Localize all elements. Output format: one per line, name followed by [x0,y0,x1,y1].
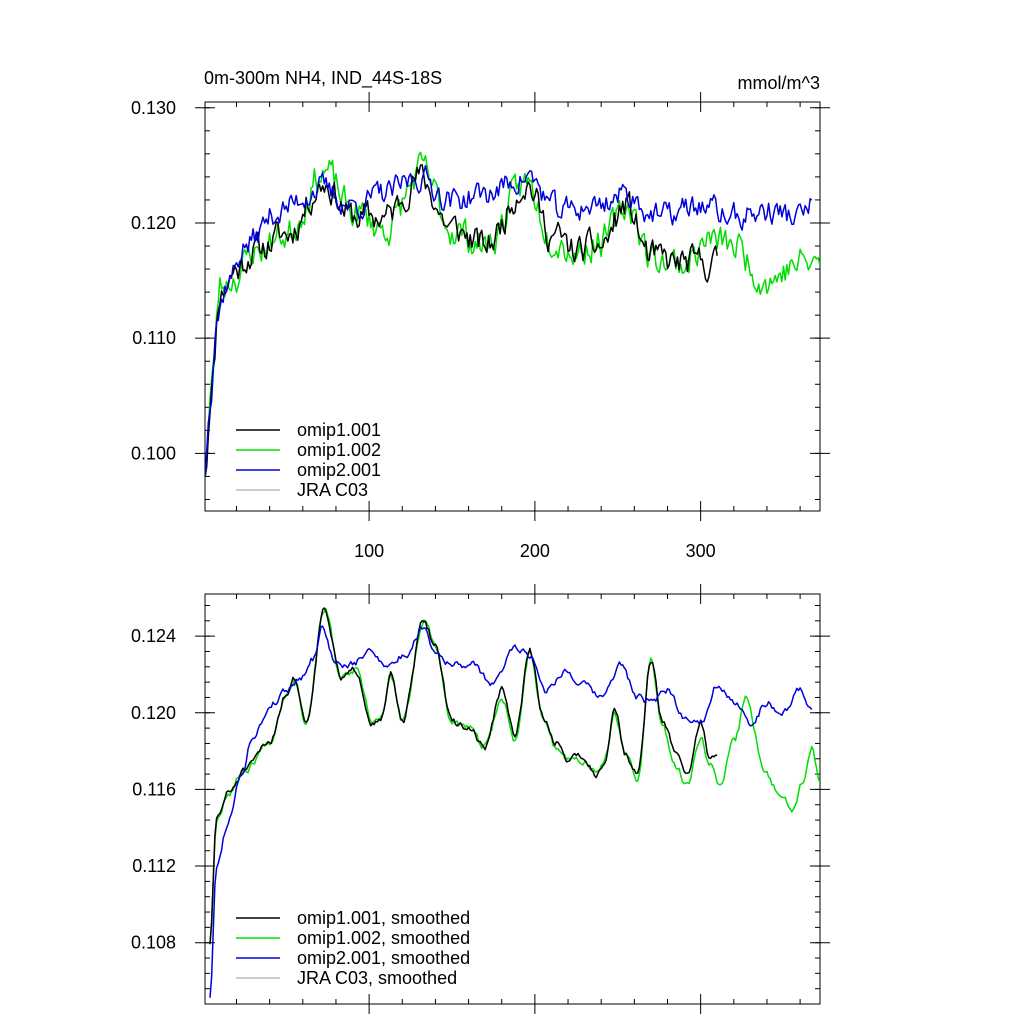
bottom-y-tick-label: 0.108 [131,933,176,953]
bottom-y-tick-label: 0.112 [132,856,176,876]
bottom-series-line [209,608,820,945]
top-panel: 0m-300m NH4, IND_44S-18S mmol/m^3 100 200… [131,68,830,561]
bottom-x-ticks [368,584,702,1014]
bottom-legend-label: omip1.001, smoothed [297,908,470,928]
top-y-tick-label: 0.120 [131,213,176,233]
top-legend-label: omip1.002 [297,440,381,460]
bottom-y-tick-label: 0.124 [131,626,176,646]
top-panel-title: 0m-300m NH4, IND_44S-18S [204,68,442,89]
bottom-series-lines [209,607,820,998]
top-x-tick-label: 200 [520,541,550,561]
top-panel-units: mmol/m^3 [738,73,820,93]
top-legend-label: JRA C03 [297,480,368,500]
top-x-tick-label: 300 [686,541,716,561]
top-x-tick-label: 100 [354,541,384,561]
bottom-y-tick-label: 0.120 [131,703,176,723]
top-legend-label: omip2.001 [297,460,381,480]
bottom-y-tick-labels: 0.108 0.112 0.116 0.120 0.124 [131,626,176,953]
bottom-legend-label: omip1.002, smoothed [297,928,470,948]
top-series-line [205,164,813,477]
top-x-ticks [368,92,702,521]
bottom-y-tick-label: 0.116 [132,779,176,799]
top-plot-frame [204,101,821,512]
bottom-plot-frame [204,593,821,1005]
bottom-series-line [209,625,813,998]
bottom-legend-label: omip2.001, smoothed [297,948,470,968]
top-y-tick-label: 0.100 [131,443,176,463]
bottom-legend-label: JRA C03, smoothed [297,968,457,988]
bottom-y-ticks [195,635,830,944]
top-y-tick-label: 0.130 [131,98,176,118]
top-x-tick-labels: 100 200 300 [354,541,716,561]
top-y-tick-labels: 0.100 0.110 0.120 0.130 [131,98,176,464]
bottom-series-line [209,607,718,945]
bottom-panel: 0.108 0.112 0.116 0.120 0.124 omip1.001, smo… [131,584,830,1014]
top-y-tick-label: 0.110 [132,328,176,348]
top-y-ticks [195,107,830,454]
top-legend-label: omip1.001 [297,420,381,440]
top-series-lines [205,151,820,478]
top-series-line [205,164,718,478]
top-series-line [205,151,820,478]
